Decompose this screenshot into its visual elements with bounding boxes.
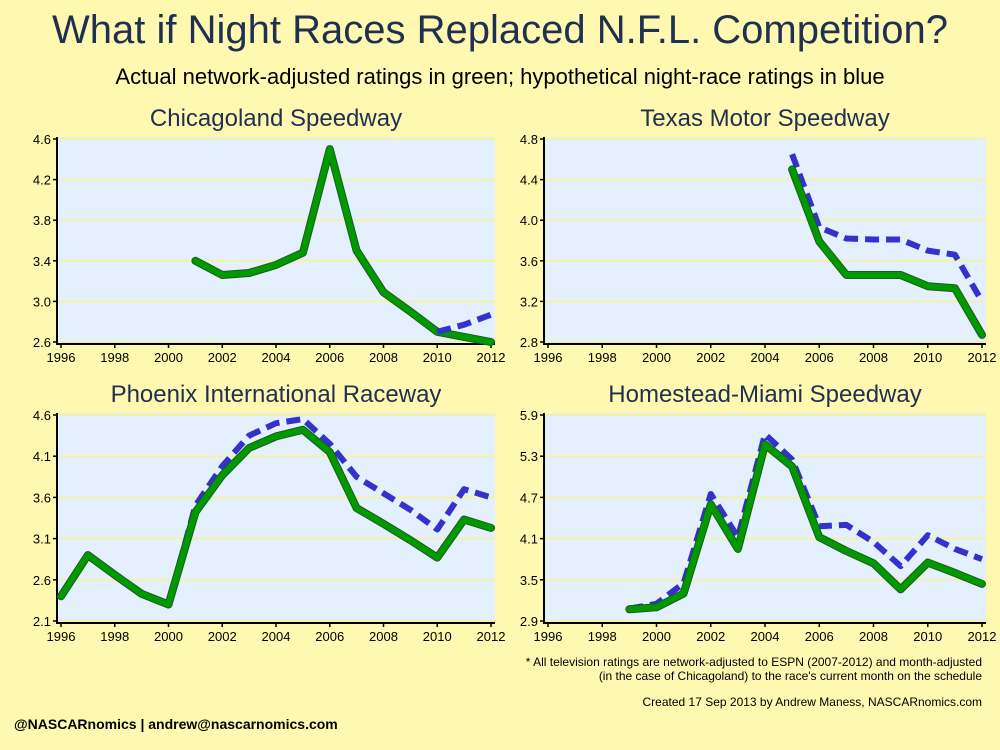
page-subtitle: Actual network-adjusted ratings in green… <box>115 64 885 89</box>
plot-background <box>57 137 495 344</box>
y-tick-label: 3.4 <box>33 254 51 269</box>
y-tick-label: 4.6 <box>33 132 51 147</box>
x-tick-label: 2008 <box>859 350 888 365</box>
x-tick-label: 2004 <box>751 629 780 644</box>
x-tick-label: 2008 <box>369 629 398 644</box>
x-tick-label: 2008 <box>369 350 398 365</box>
x-tick-label: 1996 <box>47 350 76 365</box>
x-tick-label: 2002 <box>696 350 725 365</box>
footnote-line-2: (in the case of Chicagoland) to the race… <box>598 669 982 683</box>
y-tick-label: 4.0 <box>520 213 538 228</box>
x-tick-label: 2006 <box>805 629 834 644</box>
y-tick-label: 3.6 <box>33 490 51 505</box>
footnote-line-1: * All television ratings are network-adj… <box>525 655 982 669</box>
x-tick-label: 2012 <box>477 629 506 644</box>
y-tick-label: 5.3 <box>520 449 538 464</box>
x-tick-label: 1996 <box>534 629 563 644</box>
plot-background <box>544 137 986 344</box>
page-title: What if Night Races Replaced N.F.L. Comp… <box>52 8 948 52</box>
x-tick-label: 2002 <box>208 629 237 644</box>
y-tick-label: 3.2 <box>520 294 538 309</box>
hypothetical-series-line <box>789 153 985 303</box>
y-tick-label: 2.1 <box>33 614 51 629</box>
x-tick-label: 2002 <box>696 629 725 644</box>
x-tick-label: 1998 <box>100 350 129 365</box>
y-tick-label: 5.9 <box>520 408 538 423</box>
x-tick-label: 1996 <box>534 350 563 365</box>
y-tick-label: 4.4 <box>520 173 538 188</box>
y-tick-label: 4.1 <box>520 532 538 547</box>
chart-title: Chicagoland Speedway <box>150 105 402 132</box>
hypothetical-series-line <box>165 416 492 606</box>
y-tick-label: 3.8 <box>33 213 51 228</box>
x-tick-label: 2008 <box>859 629 888 644</box>
y-tick-label: 2.9 <box>520 614 538 629</box>
y-tick-label: 3.6 <box>520 254 538 269</box>
x-tick-label: 2004 <box>751 350 780 365</box>
y-tick-label: 4.2 <box>33 173 51 188</box>
x-tick-label: 2000 <box>154 350 183 365</box>
x-tick-label: 2000 <box>154 629 183 644</box>
x-tick-label: 2012 <box>477 350 506 365</box>
actual-series-line <box>789 166 985 338</box>
x-tick-label: 1996 <box>47 629 76 644</box>
x-tick-label: 2002 <box>208 350 237 365</box>
x-tick-label: 2012 <box>968 350 997 365</box>
x-tick-label: 2000 <box>642 629 671 644</box>
x-tick-label: 2010 <box>423 629 452 644</box>
x-tick-label: 2010 <box>913 629 942 644</box>
contact-info: @NASCARnomics | andrew@nascarnomics.com <box>14 716 338 732</box>
y-tick-label: 4.1 <box>33 449 51 464</box>
y-tick-label: 4.7 <box>520 490 538 505</box>
x-tick-label: 2006 <box>315 350 344 365</box>
x-tick-label: 2004 <box>262 350 291 365</box>
actual-series-line <box>626 441 985 613</box>
x-tick-label: 1998 <box>588 629 617 644</box>
created-credit: Created 17 Sep 2013 by Andrew Maness, NA… <box>642 695 983 709</box>
chart-panel-2: 2.8 3.2 3.6 4.0 4.4 4.8 1996 1998 2000 2002 2004 20… <box>520 105 997 365</box>
chart-title: Texas Motor Speedway <box>640 105 889 132</box>
y-tick-label: 2.6 <box>33 335 51 350</box>
chart-panel-3: 2.1 2.6 3.1 3.6 4.1 4.6 1996 1998 2000 2002 2004 20… <box>33 381 506 644</box>
chart-title: Homestead-Miami Speedway <box>608 381 921 408</box>
chart-panel-4: 2.9 3.5 4.1 4.7 5.3 5.9 1996 1998 2000 2002 2004 20… <box>520 381 997 644</box>
y-tick-label: 4.6 <box>33 408 51 423</box>
y-tick-label: 3.5 <box>520 573 538 588</box>
x-tick-label: 2010 <box>423 350 452 365</box>
x-tick-label: 2012 <box>968 629 997 644</box>
y-tick-label: 3.0 <box>33 294 51 309</box>
y-tick-label: 2.6 <box>33 573 51 588</box>
y-tick-label: 2.8 <box>520 335 538 350</box>
x-tick-label: 1998 <box>588 350 617 365</box>
plot-background <box>57 413 495 623</box>
x-tick-label: 1998 <box>100 629 129 644</box>
x-tick-label: 2006 <box>805 350 834 365</box>
footnote: * All television ratings are network-adj… <box>282 655 982 683</box>
actual-series-line <box>58 426 494 608</box>
chart-title: Phoenix International Raceway <box>111 381 442 408</box>
y-tick-label: 3.1 <box>33 532 51 547</box>
x-tick-label: 2010 <box>913 350 942 365</box>
x-tick-label: 2006 <box>315 629 344 644</box>
y-tick-label: 4.8 <box>520 132 538 147</box>
chart-panel-1: 2.6 3.0 3.4 3.8 4.2 4.6 1996 1998 2000 2002 2004 20… <box>33 105 506 365</box>
hypothetical-series-line <box>436 311 493 335</box>
x-tick-label: 2000 <box>642 350 671 365</box>
x-tick-label: 2004 <box>262 629 291 644</box>
